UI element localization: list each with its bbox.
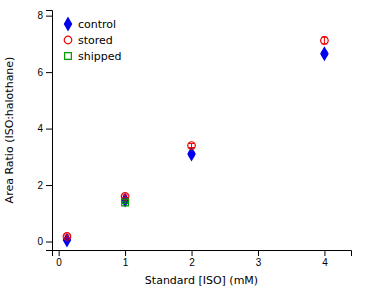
x-axis: 0 1 2 3 4	[53, 250, 352, 268]
tick-mark	[324, 250, 325, 256]
error-bar	[321, 37, 327, 44]
tick-mark	[125, 250, 126, 256]
error-cap	[64, 235, 70, 236]
error-bar	[64, 235, 70, 238]
tick-label: 8	[37, 10, 43, 21]
error-line	[191, 144, 192, 148]
tick: 3	[256, 250, 262, 268]
error-bar	[122, 202, 128, 204]
legend: control stored shipped	[64, 18, 121, 63]
tick-label: 4	[322, 257, 328, 268]
error-cap	[189, 143, 195, 144]
legend-label: shipped	[78, 50, 121, 63]
error-bar	[122, 195, 128, 198]
tick: 2	[189, 250, 195, 268]
y-axis-title: Area Ratio (ISO:halothane)	[3, 57, 16, 204]
tick-mark	[46, 242, 52, 243]
legend-item: stored	[64, 34, 113, 47]
chart: 0 1 2 3 4 0 2 4 6 8 control stored shipped Standard […	[0, 0, 365, 290]
point	[122, 199, 129, 206]
point	[321, 48, 328, 60]
legend-label: control	[78, 18, 116, 31]
axis-line	[53, 251, 352, 257]
tick: 2	[37, 180, 52, 191]
point	[321, 37, 329, 45]
tick-label: 4	[37, 123, 43, 134]
tick-label: 2	[189, 257, 195, 268]
tick: 0	[37, 236, 52, 247]
x-axis-title: Standard [ISO] (mM)	[145, 274, 258, 287]
tick-label: 6	[37, 67, 43, 78]
legend-symbol	[65, 53, 72, 60]
tick-label: 2	[37, 180, 43, 191]
error-cap	[122, 194, 128, 195]
tick-label: 3	[256, 257, 262, 268]
legend-item: shipped	[65, 50, 122, 63]
tick: 0	[56, 250, 62, 268]
tick: 6	[37, 67, 52, 78]
tick-mark	[46, 129, 52, 130]
tick-mark	[46, 16, 52, 17]
error-cap	[189, 147, 195, 148]
tick-label: 0	[37, 236, 43, 247]
series	[122, 199, 129, 206]
tick-mark	[46, 185, 52, 186]
legend-label: stored	[78, 34, 113, 47]
tick: 8	[37, 10, 52, 21]
error-cap	[122, 197, 128, 198]
point	[63, 233, 71, 241]
tick-mark	[59, 250, 60, 256]
tick: 1	[123, 250, 129, 268]
tick-mark	[46, 72, 52, 73]
tick-mark	[192, 250, 193, 256]
y-axis: 0 2 4 6 8	[37, 10, 52, 250]
point	[188, 142, 196, 150]
marks	[63, 37, 328, 247]
error-cap	[64, 237, 70, 238]
tick-label: 0	[56, 257, 62, 268]
tick: 4	[322, 250, 328, 268]
legend-symbol	[64, 18, 71, 30]
series	[63, 48, 328, 247]
error-cap	[122, 203, 128, 204]
legend-symbol	[64, 36, 72, 44]
legend-item: control	[64, 18, 116, 31]
tick: 4	[37, 123, 52, 134]
error-cap	[122, 201, 128, 202]
plot: 0 1 2 3 4 0 2 4 6 8 control stored shipped	[37, 10, 351, 268]
error-bar	[189, 144, 195, 148]
series	[63, 37, 328, 241]
error-line	[324, 37, 325, 44]
tick-label: 1	[123, 257, 129, 268]
tick-mark	[258, 250, 259, 256]
axis-line	[46, 11, 53, 251]
